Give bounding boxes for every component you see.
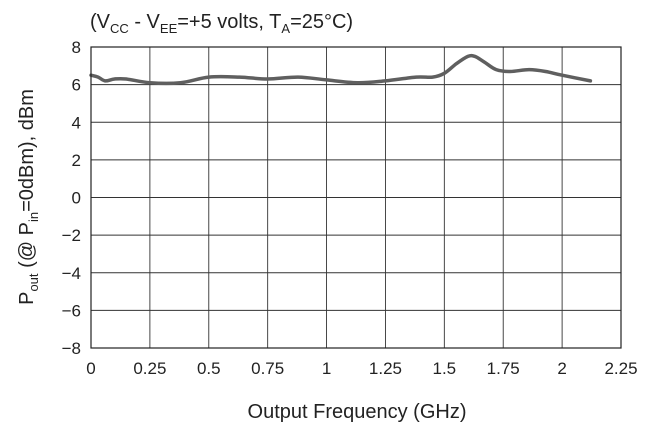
grid	[90, 46, 622, 349]
x-tick-label: 1.5	[433, 359, 457, 378]
x-tick-label: 2.25	[604, 359, 637, 378]
x-tick-label: 0.75	[251, 359, 284, 378]
x-tick-label: 0.5	[197, 359, 221, 378]
x-axis-label: Output Frequency (GHz)	[248, 401, 467, 423]
y-tick-label: 4	[72, 113, 81, 132]
series-group	[89, 53, 593, 86]
x-tick-label: 0	[86, 359, 95, 378]
x-tick-label: 0.25	[133, 359, 166, 378]
y-tick-label: 6	[72, 76, 81, 95]
chart-title: (VCC - VEE=+5 volts, TA=25°C)	[90, 11, 353, 36]
x-tick-label: 2	[557, 359, 566, 378]
y-axis-label: Pout (@ Pin=0dBm), dBm	[16, 89, 41, 305]
series-line-pout	[89, 53, 593, 86]
x-tick-label: 1.25	[369, 359, 402, 378]
y-tick-label: −8	[62, 339, 81, 358]
y-tick-label: −2	[62, 226, 81, 245]
y-tick-labels: 8 6 4 2 0 −2 −4 −6 −8	[62, 38, 81, 358]
plot-frame	[90, 46, 622, 349]
y-tick-label: 2	[72, 151, 81, 170]
x-tick-label: 1.75	[487, 359, 520, 378]
x-tick-labels: 0 0.25 0.5 0.75 1 1.25 1.5 1.75 2 2.25	[86, 359, 637, 378]
y-tick-label: 8	[72, 38, 81, 57]
y-tick-label: −4	[62, 264, 81, 283]
y-tick-label: 0	[72, 189, 81, 208]
x-tick-label: 1	[322, 359, 331, 378]
y-tick-label: −6	[62, 301, 81, 320]
